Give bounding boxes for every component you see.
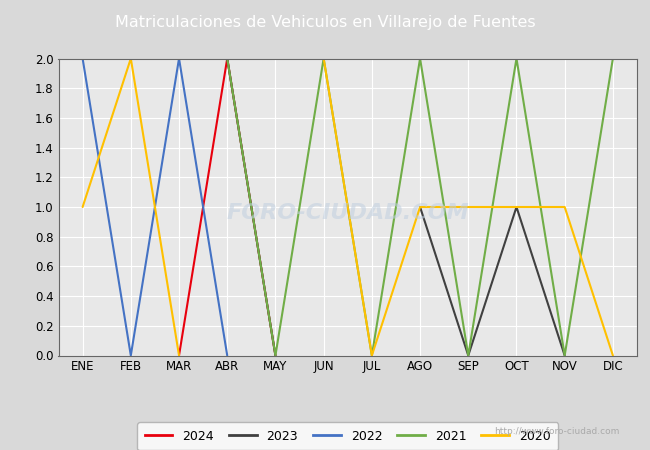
Text: Matriculaciones de Vehiculos en Villarejo de Fuentes: Matriculaciones de Vehiculos en Villarej…	[114, 15, 536, 30]
Legend: 2024, 2023, 2022, 2021, 2020: 2024, 2023, 2022, 2021, 2020	[137, 422, 558, 450]
Text: FORO-CIUDAD.COM: FORO-CIUDAD.COM	[226, 203, 469, 223]
Text: http://www.foro-ciudad.com: http://www.foro-ciudad.com	[494, 428, 619, 436]
